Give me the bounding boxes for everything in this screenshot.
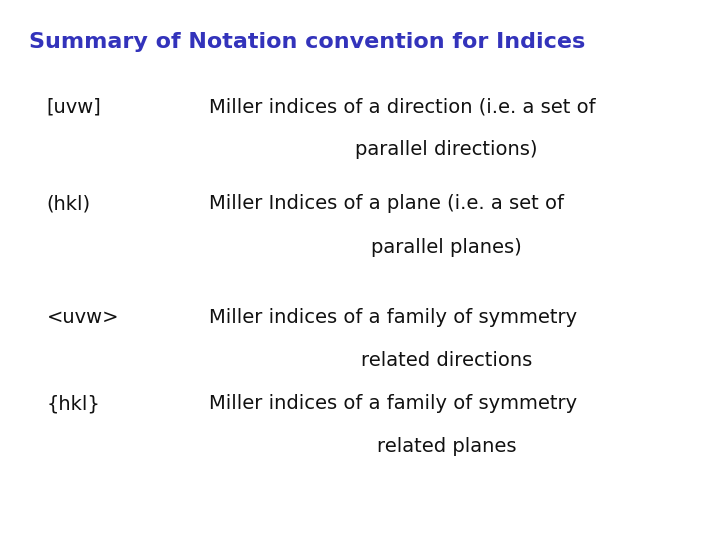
Text: (hkl): (hkl): [47, 194, 91, 213]
Text: parallel directions): parallel directions): [355, 140, 538, 159]
Text: related directions: related directions: [361, 351, 532, 370]
Text: Summary of Notation convention for Indices: Summary of Notation convention for Indic…: [29, 32, 585, 52]
Text: Miller indices of a family of symmetry: Miller indices of a family of symmetry: [209, 308, 577, 327]
Text: parallel planes): parallel planes): [371, 238, 522, 256]
Text: <uvw>: <uvw>: [47, 308, 120, 327]
Text: {hkl}: {hkl}: [47, 394, 101, 413]
Text: Miller Indices of a plane (i.e. a set of: Miller Indices of a plane (i.e. a set of: [209, 194, 564, 213]
Text: [uvw]: [uvw]: [47, 97, 102, 116]
Text: related planes: related planes: [377, 437, 516, 456]
Text: Miller indices of a direction (i.e. a set of: Miller indices of a direction (i.e. a se…: [209, 97, 595, 116]
Text: Miller indices of a family of symmetry: Miller indices of a family of symmetry: [209, 394, 577, 413]
